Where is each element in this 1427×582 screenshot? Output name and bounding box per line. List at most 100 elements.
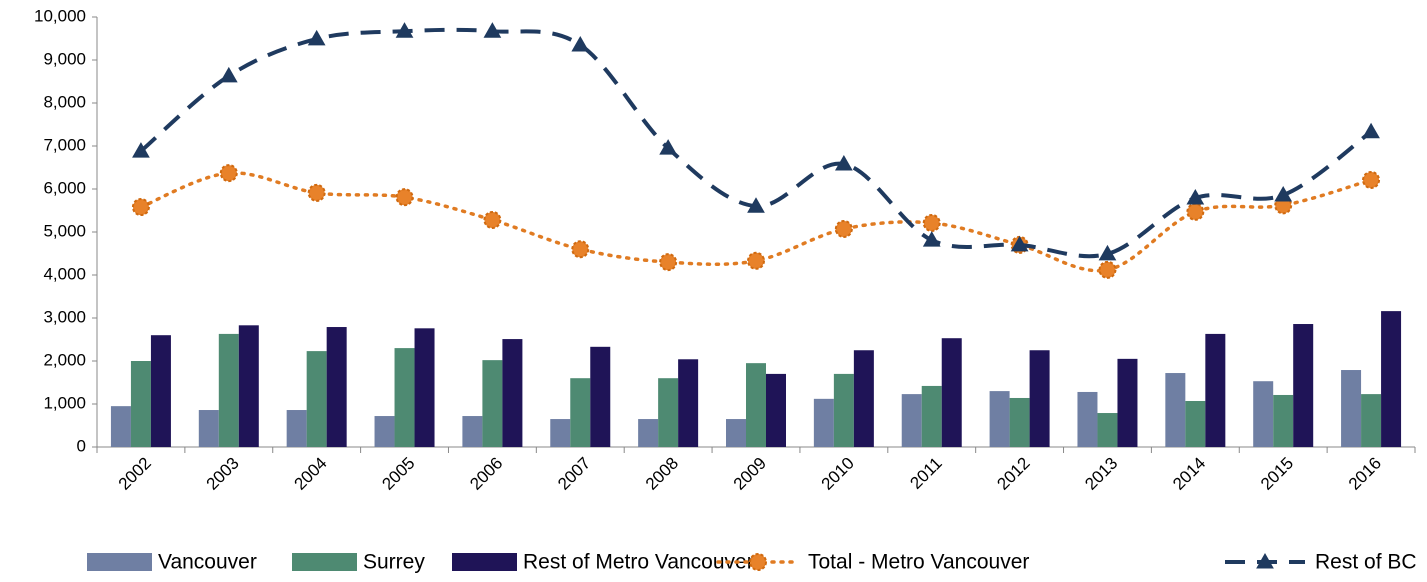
bar: [658, 378, 679, 447]
marker: [131, 198, 150, 217]
y-tick-label: 6,000: [43, 178, 86, 197]
marker: [659, 253, 678, 272]
marker: [659, 139, 677, 155]
bar: [1205, 333, 1226, 447]
marker: [307, 29, 326, 46]
x-tick-label: 2008: [642, 454, 682, 494]
y-tick-label: 1,000: [43, 393, 86, 412]
bar: [1293, 324, 1314, 447]
x-tick-label: 2004: [290, 454, 330, 494]
y-tick-label: 5,000: [43, 221, 86, 240]
line: [139, 27, 1373, 259]
legend-label: Vancouver: [158, 551, 257, 574]
bar: [1341, 370, 1362, 447]
bar: [1029, 350, 1050, 447]
marker: [922, 231, 941, 247]
marker: [132, 142, 150, 158]
legend-label: Total - Metro Vancouver: [808, 551, 1029, 574]
bar: [1381, 311, 1402, 447]
bar: [590, 346, 611, 447]
x-tick-label: 2005: [378, 454, 418, 494]
marker: [219, 164, 238, 183]
x-tick-label: 2014: [1169, 454, 1209, 494]
y-tick-label: 3,000: [43, 307, 86, 326]
bar: [286, 410, 307, 447]
marker: [307, 183, 326, 202]
bar: [326, 327, 347, 447]
marker: [835, 155, 853, 171]
bar: [813, 398, 834, 447]
x-tick-label: 2007: [554, 454, 594, 494]
bar: [746, 363, 766, 447]
marker: [219, 66, 238, 83]
bar: [130, 361, 151, 447]
marker: [1256, 552, 1274, 569]
legend-label: Rest of BC: [1315, 551, 1417, 574]
marker: [1098, 244, 1117, 261]
bar: [414, 328, 435, 447]
bar: [1165, 373, 1186, 447]
x-tick-label: 2010: [818, 454, 858, 494]
legend-label: Surrey: [363, 551, 425, 574]
marker: [834, 219, 853, 238]
y-tick-label: 4,000: [43, 264, 86, 283]
bar: [1253, 381, 1274, 447]
bar: [901, 394, 922, 447]
bar: [198, 410, 219, 447]
marker: [571, 240, 590, 259]
x-tick-label: 2015: [1257, 454, 1297, 494]
marker: [1098, 260, 1117, 279]
bar: [110, 406, 131, 447]
marker: [483, 22, 502, 38]
marker: [571, 35, 590, 52]
bar: [678, 359, 699, 447]
bar: [1273, 394, 1294, 447]
marker: [1362, 122, 1380, 139]
bar: [766, 373, 786, 447]
legend-swatch: [292, 553, 357, 571]
bar: [374, 416, 395, 447]
x-tick-label: 2009: [730, 454, 770, 494]
bar: [238, 325, 259, 447]
legend-swatch: [87, 553, 152, 571]
marker: [1010, 235, 1029, 252]
y-tick-label: 10,000: [34, 6, 86, 25]
bar: [550, 419, 571, 447]
bar: [1077, 391, 1098, 447]
marker: [1186, 202, 1205, 221]
marker: [747, 251, 765, 270]
bar: [1185, 400, 1206, 447]
x-tick-label: 2012: [993, 454, 1033, 494]
legend-label: Rest of Metro Vancouver: [523, 551, 754, 574]
bar: [726, 419, 746, 447]
x-tick-label: 2002: [115, 454, 155, 494]
x-tick-label: 2013: [1081, 454, 1121, 494]
bar: [1117, 358, 1138, 447]
marker: [749, 553, 767, 571]
x-tick-label: 2016: [1345, 454, 1385, 494]
marker: [1362, 170, 1381, 189]
x-tick-label: 2006: [466, 454, 506, 494]
legend-swatch: [452, 553, 517, 571]
y-tick-label: 8,000: [43, 92, 86, 111]
bar: [462, 416, 483, 447]
bar: [1361, 394, 1382, 447]
bar: [1097, 413, 1118, 447]
marker: [483, 210, 502, 229]
bar: [150, 335, 171, 447]
y-tick-label: 2,000: [43, 350, 86, 369]
bar: [306, 351, 327, 447]
bar: [570, 378, 591, 447]
y-tick-label: 0: [77, 436, 86, 455]
marker: [1186, 189, 1205, 205]
marker: [922, 213, 941, 232]
y-tick-label: 9,000: [43, 49, 86, 68]
bar: [989, 391, 1010, 447]
x-tick-label: 2011: [906, 454, 945, 493]
bar: [638, 419, 659, 447]
y-tick-label: 7,000: [43, 135, 86, 154]
marker: [395, 22, 414, 38]
bar: [394, 348, 415, 447]
marker: [747, 197, 765, 213]
